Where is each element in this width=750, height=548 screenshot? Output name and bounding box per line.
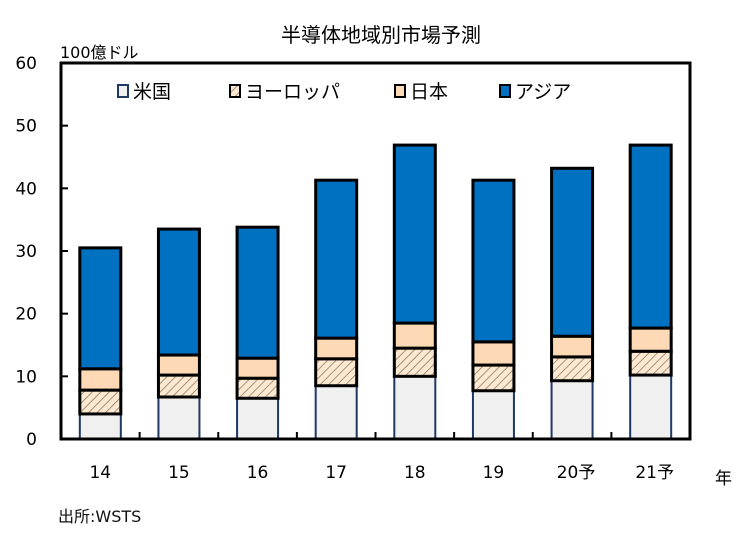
bar-segment-asia-19 <box>471 178 516 344</box>
bar-segment-us-14 <box>78 412 122 440</box>
bar-segment-japan-15 <box>156 353 201 377</box>
y-tick-label: 60 <box>15 54 37 74</box>
bar-segment-asia-17 <box>314 178 359 340</box>
bar-segment-europe-18 <box>392 346 437 378</box>
bar-segment-europe-17 <box>314 357 359 388</box>
x-tick-label: 15 <box>168 463 190 483</box>
x-tick-label: 21予 <box>635 463 674 483</box>
bar-segment-japan-19 <box>471 340 516 367</box>
bar-segment-japan-18 <box>392 321 437 350</box>
bar-segment-asia-15 <box>156 227 201 357</box>
y-axis-unit-label: 100億ドル <box>60 43 139 62</box>
y-tick-label: 0 <box>26 430 37 450</box>
bar-segment-us-15 <box>157 396 201 441</box>
bar-segment-japan-16 <box>235 356 280 380</box>
bar-segment-europe-14 <box>78 388 123 416</box>
y-tick-label: 20 <box>15 305 37 325</box>
bar-segment-asia-21予 <box>628 143 673 330</box>
x-tick-label: 18 <box>404 463 426 483</box>
legend-swatch <box>117 84 129 98</box>
legend-label: 日本 <box>410 81 448 103</box>
bar-segment-asia-20予 <box>550 166 595 338</box>
bar-segment-us-21予 <box>629 374 673 440</box>
legend-label: ヨーロッパ <box>245 81 340 103</box>
legend-item-asia: アジア <box>499 81 571 103</box>
legend-item-us: 米国 <box>117 81 171 103</box>
bar-segment-us-19 <box>471 389 515 441</box>
x-tick-label: 14 <box>89 463 111 483</box>
legend-label: アジア <box>515 81 571 103</box>
legend: 米国 ヨーロッパ 日本 アジア <box>117 81 571 103</box>
plot-area: 0 10 20 30 40 50 60 14 15 16 17 18 19 20予 21予 <box>15 54 692 483</box>
bar-segment-us-20予 <box>550 379 594 440</box>
legend-item-japan: 日本 <box>394 81 448 103</box>
bar-segment-japan-17 <box>314 336 359 361</box>
plot-frame <box>59 61 692 441</box>
legend-swatch <box>229 84 241 98</box>
bar-segment-asia-16 <box>235 225 280 360</box>
bar-segment-japan-20予 <box>550 334 595 359</box>
bar-segment-europe-21予 <box>628 349 673 377</box>
chart-title: 半導体地域別市場予測 <box>281 23 481 47</box>
bar-segment-europe-19 <box>471 363 516 393</box>
x-axis-label: 年 <box>715 469 732 489</box>
legend-label: 米国 <box>133 81 171 103</box>
bar-segment-asia-14 <box>78 246 123 371</box>
y-tick-label: 40 <box>15 179 37 199</box>
legend-swatch <box>499 84 511 98</box>
bar-segment-us-17 <box>314 384 358 441</box>
legend-swatch <box>394 84 406 98</box>
bar-segment-europe-20予 <box>550 355 595 383</box>
bar-segment-asia-18 <box>392 143 437 325</box>
x-tick-label: 17 <box>325 463 347 483</box>
x-tick-label: 16 <box>247 463 269 483</box>
y-tick-label: 50 <box>15 117 37 137</box>
y-tick-label: 30 <box>15 242 37 262</box>
bar-segment-europe-15 <box>156 373 201 399</box>
bar-segment-us-18 <box>393 375 437 441</box>
bar-segment-japan-14 <box>78 367 123 392</box>
bar-segment-europe-16 <box>235 376 280 400</box>
x-tick-label: 20予 <box>557 463 596 483</box>
bar-segment-us-16 <box>236 397 280 440</box>
source-note: 出所:WSTS <box>58 507 142 526</box>
x-tick-label: 19 <box>483 463 505 483</box>
legend-item-europe: ヨーロッパ <box>229 81 340 103</box>
y-tick-label: 10 <box>15 367 37 387</box>
bar-segment-japan-21予 <box>628 326 673 353</box>
